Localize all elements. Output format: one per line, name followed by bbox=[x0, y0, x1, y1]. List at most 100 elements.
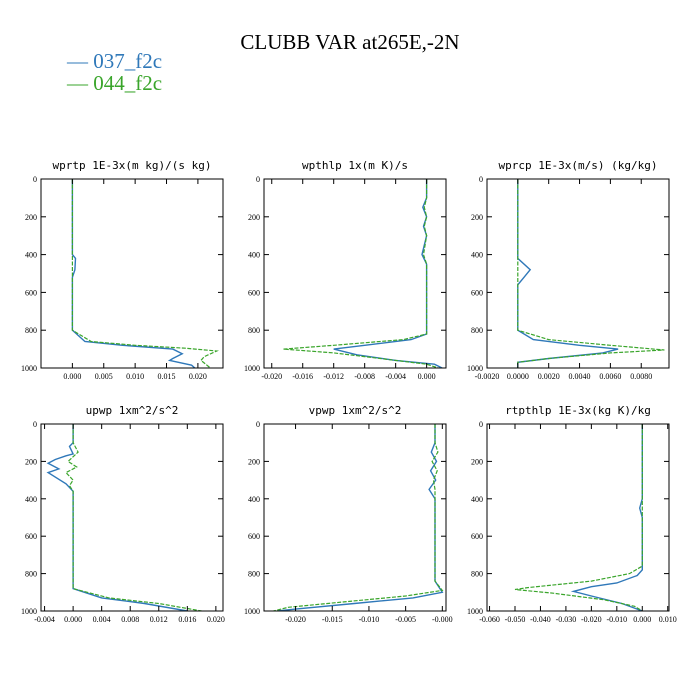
y-tick-label: 600 bbox=[248, 288, 260, 297]
y-tick-label: 600 bbox=[25, 288, 37, 297]
y-tick-label: 800 bbox=[471, 326, 483, 335]
series-group bbox=[283, 179, 443, 368]
x-tick-label: 0.016 bbox=[178, 615, 196, 624]
y-tick-label: 200 bbox=[471, 457, 483, 466]
y-tick-label: 400 bbox=[471, 251, 483, 260]
panels: wprtp 1E-3x(m kg)/(s kg) 0 200 400 600 800 100… bbox=[21, 159, 677, 624]
legend-entry-044-f2c: — 044_f2c bbox=[66, 71, 162, 95]
x-tick-label: 0.0080 bbox=[630, 372, 652, 381]
series-group bbox=[71, 179, 220, 368]
y-tick-label: 0 bbox=[33, 175, 37, 184]
series-group bbox=[273, 424, 444, 611]
plot-frame bbox=[486, 178, 670, 369]
panel-title: rtpthlp 1E-3x(kg K)/kg bbox=[505, 404, 651, 417]
y-tick-label: 200 bbox=[25, 457, 37, 466]
x-tick-label: 0.015 bbox=[158, 372, 176, 381]
y-tick-label: 1000 bbox=[467, 364, 483, 373]
x-tick-label: -0.000 bbox=[432, 615, 453, 624]
x-tick-label: -0.012 bbox=[323, 372, 344, 381]
y-tick-label: 400 bbox=[25, 495, 37, 504]
panel-5: rtpthlp 1E-3x(kg K)/kg02004006008001000-… bbox=[467, 404, 677, 624]
series-line-044-f2c bbox=[517, 179, 665, 368]
x-tick-label: -0.010 bbox=[359, 615, 380, 624]
x-tick-label: 0.020 bbox=[189, 372, 207, 381]
y-tick-label: 800 bbox=[471, 570, 483, 579]
y-tick-label: 1000 bbox=[467, 607, 483, 616]
panel-title: wpthlp 1x(m K)/s bbox=[302, 159, 408, 172]
x-tick-label: 0.005 bbox=[95, 372, 113, 381]
panel-title: vpwp 1xm^2/s^2 bbox=[309, 404, 402, 417]
series-line-037-f2c bbox=[71, 179, 196, 368]
y-tick-label: 200 bbox=[248, 213, 260, 222]
x-tick-label: -0.008 bbox=[354, 372, 375, 381]
legend: — 037_f2c — 044_f2c bbox=[66, 49, 162, 95]
x-tick-label: -0.020 bbox=[285, 615, 306, 624]
x-tick-label: 0.000 bbox=[64, 615, 82, 624]
x-tick-label: 0.0000 bbox=[507, 372, 529, 381]
x-tick-label: -0.010 bbox=[606, 615, 627, 624]
plot-frame bbox=[40, 423, 224, 612]
x-tick-label: 0.008 bbox=[121, 615, 139, 624]
plot-frame bbox=[486, 423, 670, 612]
panel-title: upwp 1xm^2/s^2 bbox=[86, 404, 179, 417]
y-tick-label: 400 bbox=[471, 495, 483, 504]
x-tick-label: 0.004 bbox=[93, 615, 111, 624]
series-line-037-f2c bbox=[333, 179, 443, 368]
y-tick-label: 400 bbox=[248, 251, 260, 260]
series-line-044-f2c bbox=[71, 179, 220, 368]
series-line-037-f2c bbox=[517, 179, 619, 368]
y-tick-label: 400 bbox=[248, 495, 260, 504]
y-tick-label: 1000 bbox=[244, 364, 260, 373]
panel-title: wprcp 1E-3x(m/s) (kg/kg) bbox=[499, 159, 658, 172]
x-tick-label: -0.004 bbox=[385, 372, 406, 381]
x-tick-label: 0.000 bbox=[418, 372, 436, 381]
legend-entry-037-f2c: — 037_f2c bbox=[66, 49, 162, 73]
y-tick-label: 800 bbox=[248, 570, 260, 579]
series-group bbox=[46, 424, 202, 611]
plot-frame bbox=[263, 423, 447, 612]
y-tick-label: 800 bbox=[25, 570, 37, 579]
x-tick-label: -0.040 bbox=[530, 615, 551, 624]
x-tick-label: 0.0040 bbox=[569, 372, 591, 381]
y-tick-label: 1000 bbox=[244, 607, 260, 616]
series-line-037-f2c bbox=[570, 424, 643, 611]
y-tick-label: 600 bbox=[471, 288, 483, 297]
x-tick-label: -0.004 bbox=[34, 615, 55, 624]
y-tick-label: 600 bbox=[25, 532, 37, 541]
y-tick-label: 0 bbox=[479, 420, 483, 429]
panel-3: upwp 1xm^2/s^2 0 200 400 600 800 1000-0.004 0.0… bbox=[21, 404, 225, 624]
figure-title: CLUBB VAR at265E,-2N bbox=[240, 30, 459, 54]
x-tick-label: 0.0060 bbox=[599, 372, 621, 381]
y-tick-label: 200 bbox=[471, 213, 483, 222]
x-tick-label: 0.000 bbox=[633, 615, 651, 624]
y-tick-label: 1000 bbox=[21, 607, 37, 616]
panel-4: vpwp 1xm^2/s^2 0 200 400 600 800 1000 -0.020 -0.… bbox=[244, 404, 453, 624]
series-line-044-f2c bbox=[514, 424, 643, 611]
y-tick-label: 0 bbox=[479, 175, 483, 184]
panel-1: wpthlp 1x(m K)/s 0 200 400 600 800 1000-0.020 -… bbox=[244, 159, 447, 381]
y-tick-label: 0 bbox=[256, 420, 260, 429]
x-tick-label: 0.010 bbox=[126, 372, 144, 381]
x-tick-label: -0.005 bbox=[395, 615, 416, 624]
x-tick-label: -0.016 bbox=[292, 372, 313, 381]
series-group bbox=[517, 179, 665, 368]
plot-frame bbox=[263, 178, 447, 369]
y-tick-label: 0 bbox=[33, 420, 37, 429]
x-tick-label: 0.012 bbox=[150, 615, 168, 624]
x-tick-label: 0.010 bbox=[659, 615, 677, 624]
x-tick-label: 0.020 bbox=[207, 615, 225, 624]
series-line-037-f2c bbox=[277, 424, 444, 611]
x-tick-label: -0.030 bbox=[556, 615, 577, 624]
x-tick-label: 0.0020 bbox=[538, 372, 560, 381]
x-tick-label: -0.015 bbox=[322, 615, 343, 624]
y-tick-label: 200 bbox=[25, 213, 37, 222]
x-tick-label: -0.020 bbox=[261, 372, 282, 381]
series-line-044-f2c bbox=[273, 424, 444, 611]
plot-frame bbox=[40, 178, 224, 369]
y-tick-label: 800 bbox=[25, 326, 37, 335]
y-tick-label: 1000 bbox=[21, 364, 37, 373]
panel-0: wprtp 1E-3x(m kg)/(s kg) 0 200 400 600 800 100… bbox=[21, 159, 224, 381]
series-line-044-f2c bbox=[283, 179, 439, 368]
x-tick-label: -0.060 bbox=[479, 615, 500, 624]
